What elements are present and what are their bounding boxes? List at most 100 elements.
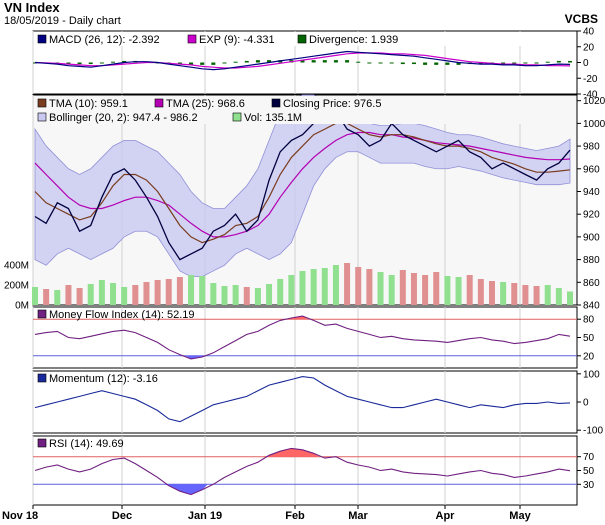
volume-bar: [110, 283, 117, 305]
macd-tick-label: -20: [583, 74, 598, 85]
volume-bar: [199, 276, 206, 305]
volume-bar: [567, 291, 573, 305]
macd-divergence-bar: [300, 60, 305, 63]
volume-bar: [232, 285, 239, 305]
price-legend-swatch: [271, 98, 281, 108]
volume-bar: [43, 289, 50, 305]
rsi-panel: [32, 435, 578, 506]
volume-bar: [500, 282, 507, 305]
macd-legend-label: MACD (26, 12): -2.392: [49, 34, 160, 46]
volume-bar: [154, 280, 161, 305]
price-legend-label: Vol: 135.1M: [244, 112, 302, 124]
macd-exp-line: [34, 52, 571, 69]
macd-legend-label: EXP (9): -4.331: [199, 34, 275, 46]
x-axis-label: Mar: [348, 510, 368, 522]
macd-tick-label: 0: [583, 58, 589, 69]
macd-divergence-bar: [122, 60, 127, 63]
macd-divergence-bar: [322, 60, 327, 63]
volume-bar: [444, 276, 451, 305]
price-legend-swatch: [37, 112, 47, 122]
macd-divergence-bar: [501, 62, 506, 64]
macd-divergence-bar: [77, 62, 82, 65]
macd-divergence-bar: [434, 62, 439, 65]
price-tick-label: 980: [583, 142, 600, 153]
volume-bar: [332, 265, 339, 305]
macd-divergence-bar: [177, 62, 182, 65]
volume-bar: [299, 271, 306, 305]
mfi-tick-label: 80: [583, 315, 595, 326]
volume-bar: [344, 263, 351, 305]
volume-bar: [555, 288, 562, 305]
macd-divergence-bar: [66, 62, 71, 65]
macd-divergence-bar: [378, 62, 383, 64]
price-tick-label: 900: [583, 232, 600, 243]
x-axis-label: Feb: [285, 510, 305, 522]
price-legend-swatch: [37, 98, 47, 108]
macd-divergence-bar: [111, 61, 116, 63]
volume-bar: [433, 272, 440, 305]
price-legend-label: TMA (10): 959.1: [49, 98, 128, 110]
rsi-tick-label: 70: [583, 452, 595, 463]
macd-legend-swatch: [297, 34, 307, 44]
momentum-line: [34, 376, 571, 423]
volume-bar: [54, 290, 61, 305]
macd-divergence-bar: [411, 62, 416, 65]
volume-bar: [466, 275, 473, 305]
volume-bar: [32, 287, 38, 305]
macd-divergence-bar: [356, 61, 361, 63]
price-tick-label: 840: [583, 301, 600, 312]
volume-bar: [533, 286, 540, 305]
macd-line: [34, 50, 571, 71]
macd-divergence-bar: [333, 60, 338, 63]
macd-divergence-bar: [255, 60, 260, 63]
bollinger-band: [34, 94, 571, 278]
macd-divergence-bar: [568, 60, 572, 63]
volume-bar: [176, 277, 183, 305]
volume-bar: [366, 269, 373, 305]
mfi-line: [34, 315, 571, 360]
macd-divergence-bar: [222, 62, 227, 64]
macd-divergence-bar: [367, 62, 372, 64]
macd-divergence-bar: [445, 62, 450, 65]
price-legend-label: Closing Price: 976.5: [283, 98, 381, 110]
volume-tick-label: 0M: [15, 301, 29, 312]
volume-bar: [321, 268, 328, 305]
macd-legend-swatch: [37, 34, 47, 44]
volume-bar: [511, 283, 518, 305]
volume-bar: [132, 285, 139, 305]
volume-bar: [87, 284, 94, 305]
volume-bar: [477, 279, 484, 305]
volume-bar: [210, 283, 217, 305]
rsi-overbought-fill: [263, 448, 320, 457]
volume-bar: [488, 281, 495, 305]
macd-divergence-bar: [512, 62, 517, 64]
volume-bar: [188, 275, 195, 305]
volume-bar: [121, 287, 128, 305]
macd-divergence-bar: [545, 61, 550, 63]
macd-legend-swatch: [187, 34, 197, 44]
macd-divergence-bar: [345, 60, 350, 63]
rsi-tick-label: 30: [583, 480, 595, 491]
macd-divergence-bar: [311, 60, 316, 63]
macd-divergence-bar: [267, 60, 272, 63]
momentum-panel: [32, 370, 578, 434]
macd-divergence-bar: [523, 62, 528, 64]
volume-bar: [266, 284, 273, 305]
macd-divergence-bar: [200, 62, 205, 65]
macd-legend-label: Divergence: 1.939: [309, 34, 398, 46]
macd-divergence-bar: [423, 62, 428, 65]
volume-bar: [65, 285, 72, 305]
rsi-tick-label: 50: [583, 466, 595, 477]
price-tick-label: 960: [583, 164, 600, 175]
price-tick-label: 880: [583, 255, 600, 266]
volume-bar: [288, 275, 295, 305]
macd-divergence-bar: [99, 62, 104, 64]
rsi-line: [34, 447, 571, 496]
tma25-line: [34, 131, 571, 238]
x-axis-label: Dec: [112, 510, 132, 522]
volume-bar: [254, 288, 261, 305]
volume-bar: [76, 288, 83, 305]
volume-bar: [310, 269, 317, 305]
macd-divergence-bar: [456, 62, 461, 65]
